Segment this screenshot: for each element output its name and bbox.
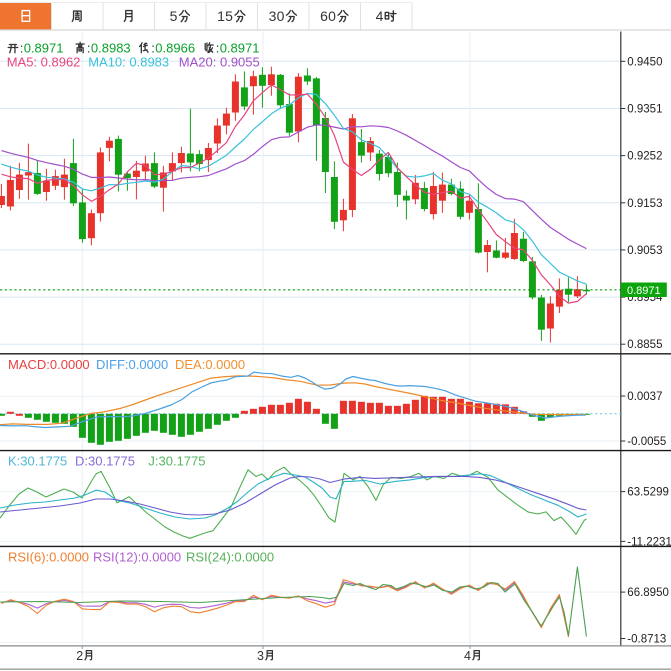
svg-text:0.9053: 0.9053 [627,245,662,257]
svg-text:0.8971: 0.8971 [24,41,64,56]
svg-text:0.9351: 0.9351 [627,104,662,116]
svg-text:4: 4 [376,8,384,24]
svg-text:DEA:0.0000: DEA:0.0000 [175,357,245,372]
svg-text:3: 3 [269,8,277,24]
svg-text:0.9153: 0.9153 [627,198,662,210]
svg-text:0: 0 [277,8,285,24]
svg-text:RSI(6):0.0000: RSI(6):0.0000 [8,550,89,565]
svg-text:2: 2 [76,649,83,663]
svg-text:0: 0 [328,8,336,24]
svg-text:-0.0055: -0.0055 [627,436,666,448]
svg-text:66.8950: 66.8950 [627,587,669,599]
svg-text:J:30.1775: J:30.1775 [148,454,205,469]
svg-text:MACD:0.0000: MACD:0.0000 [8,357,90,372]
svg-text:0.8855: 0.8855 [627,339,662,351]
svg-text::: : [151,41,155,56]
svg-text:RSI(24):0.0000: RSI(24):0.0000 [186,550,274,565]
svg-text::: : [20,41,24,56]
svg-text:MA10: 0.8983: MA10: 0.8983 [88,55,169,70]
svg-text:D:30.1775: D:30.1775 [75,454,135,469]
svg-text:RSI(12):0.0000: RSI(12):0.0000 [93,550,181,565]
svg-text:3: 3 [257,649,264,663]
svg-text:0.8971: 0.8971 [220,41,260,56]
svg-text:-11.2231: -11.2231 [627,536,671,548]
svg-text::: : [216,41,220,56]
svg-text:MA20: 0.9055: MA20: 0.9055 [179,55,260,70]
svg-text:0.0037: 0.0037 [627,391,662,403]
svg-text::: : [87,41,91,56]
svg-text:K:30.1775: K:30.1775 [8,454,67,469]
svg-text:MA5: 0.8962: MA5: 0.8962 [7,55,81,70]
svg-text:0.8966: 0.8966 [155,41,195,56]
svg-text:4: 4 [464,649,471,663]
svg-text:6: 6 [320,8,328,24]
svg-text:1: 1 [217,8,225,24]
svg-text:63.5299: 63.5299 [627,487,669,499]
svg-text:0.8983: 0.8983 [91,41,131,56]
svg-text:0.9252: 0.9252 [627,151,662,163]
svg-text:5: 5 [225,8,233,24]
svg-text:5: 5 [170,8,178,24]
svg-text:-0.8713: -0.8713 [627,634,666,646]
svg-text:DIFF:0.0000: DIFF:0.0000 [96,357,168,372]
svg-text:0.8971: 0.8971 [627,285,661,297]
svg-text:0.9450: 0.9450 [627,56,662,68]
